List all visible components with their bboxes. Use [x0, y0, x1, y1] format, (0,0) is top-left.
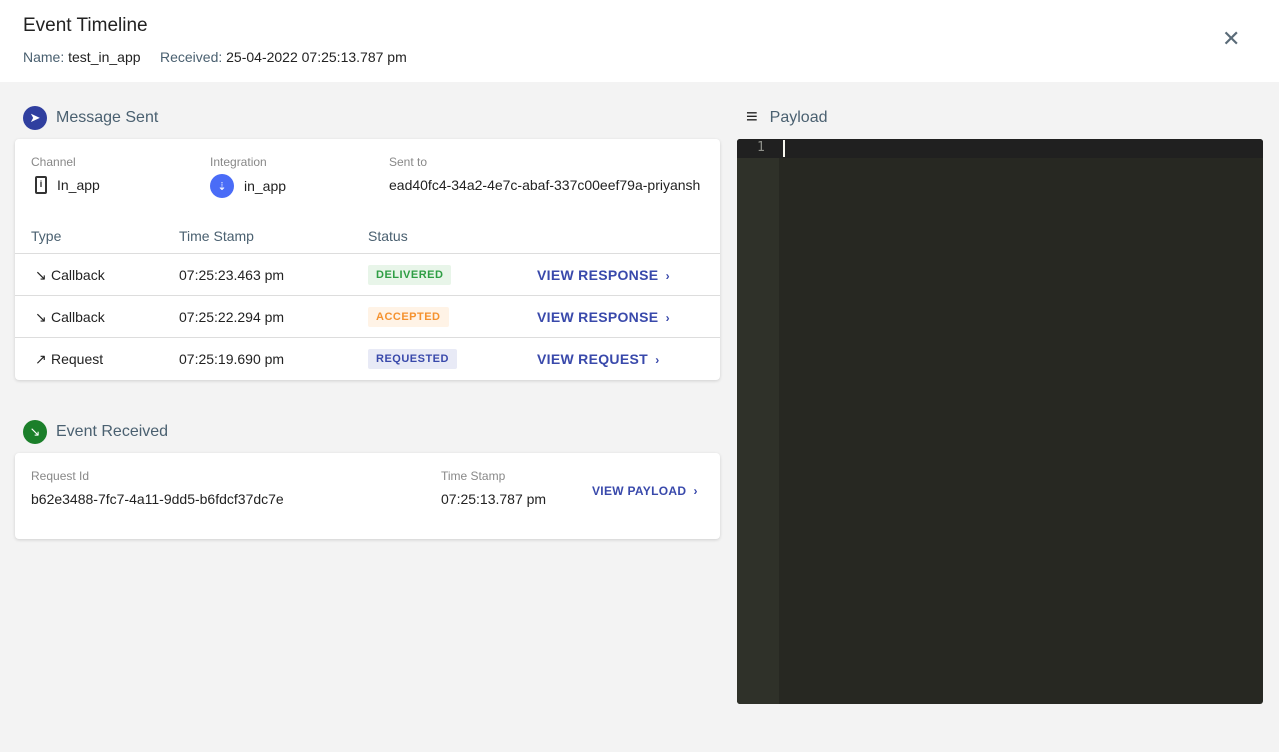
view-response-link[interactable]: VIEW RESPONSE ›: [537, 267, 670, 283]
request-id-value: b62e3488-7fc7-4a11-9dd5-b6fdcf37dc7e: [31, 491, 284, 507]
row-type: Request: [51, 351, 104, 367]
arrow-up-right-icon: ↗: [35, 351, 47, 367]
table-row: ↘ Callback 07:25:22.294 pm ACCEPTED VIEW…: [15, 295, 720, 337]
status-badge: REQUESTED: [368, 349, 457, 369]
sent-to-value: ead40fc4-34a2-4e7c-abaf-337c00eef79a-pri…: [389, 177, 701, 193]
column-header-type: Type: [31, 228, 62, 244]
payload-title: Payload: [769, 108, 828, 126]
integration-icon: ⇣: [210, 174, 234, 198]
close-icon[interactable]: ✕: [1222, 26, 1241, 51]
message-sent-card: Channel i In_app Integration ⇣ in_app Sent…: [15, 139, 720, 380]
row-time: 07:25:19.690 pm: [179, 351, 285, 367]
channel-value: i In_app: [35, 176, 100, 194]
event-received-title: Event Received: [56, 423, 169, 440]
arrow-down-right-icon: ↘: [35, 267, 47, 283]
editor-gutter: [737, 139, 779, 704]
payload-heading: ≡ Payload: [746, 106, 828, 129]
integration-value: ⇣ in_app: [210, 174, 286, 198]
arrow-down-right-icon: ↘: [23, 420, 47, 444]
view-response-link[interactable]: VIEW RESPONSE ›: [537, 309, 670, 325]
name-label: Name:: [23, 49, 65, 65]
received-value: 25-04-2022 07:25:13.787 pm: [226, 49, 407, 65]
header: Event Timeline Name: test_in_app Receive…: [0, 0, 1279, 82]
status-badge: DELIVERED: [368, 265, 452, 285]
row-time: 07:25:23.463 pm: [179, 267, 285, 283]
view-payload-link[interactable]: VIEW PAYLOAD ›: [592, 484, 698, 498]
message-sent-heading: ➤ Message Sent: [23, 106, 158, 130]
name-value: test_in_app: [68, 49, 141, 65]
message-sent-title: Message Sent: [56, 109, 159, 126]
received-label: Received:: [159, 49, 223, 65]
event-received-heading: ↘ Event Received: [23, 420, 168, 444]
row-type: Callback: [51, 309, 105, 325]
timestamp-value: 07:25:13.787 pm: [441, 491, 547, 507]
integration-label: Integration: [210, 155, 267, 169]
table-row: ↘ Callback 07:25:23.463 pm DELIVERED VIE…: [15, 253, 720, 295]
event-meta: Name: test_in_app Received: 25-04-2022 0…: [23, 49, 407, 65]
send-icon: ➤: [23, 106, 47, 130]
event-received-card: Request Id b62e3488-7fc7-4a11-9dd5-b6fdc…: [15, 453, 720, 539]
channel-text: In_app: [57, 177, 100, 193]
menu-lines-icon: ≡: [746, 106, 758, 128]
integration-text: in_app: [244, 178, 287, 194]
column-header-timestamp: Time Stamp: [179, 228, 254, 244]
view-request-link[interactable]: VIEW REQUEST ›: [537, 351, 660, 367]
text-cursor: [783, 140, 785, 157]
page-title: Event Timeline: [23, 15, 148, 36]
timestamp-label: Time Stamp: [441, 469, 506, 483]
channel-label: Channel: [31, 155, 76, 169]
line-number: 1: [757, 140, 765, 155]
status-badge: ACCEPTED: [368, 307, 449, 327]
column-header-status: Status: [368, 228, 408, 244]
request-id-label: Request Id: [31, 469, 90, 483]
mobile-icon: i: [35, 176, 47, 194]
table-row: ↗ Request 07:25:19.690 pm REQUESTED VIEW…: [15, 337, 720, 379]
payload-editor[interactable]: 1: [737, 139, 1263, 704]
row-time: 07:25:22.294 pm: [179, 309, 285, 325]
row-type: Callback: [51, 267, 105, 283]
sent-to-label: Sent to: [389, 155, 428, 169]
active-line: [737, 139, 1263, 158]
arrow-down-right-icon: ↘: [35, 309, 47, 325]
